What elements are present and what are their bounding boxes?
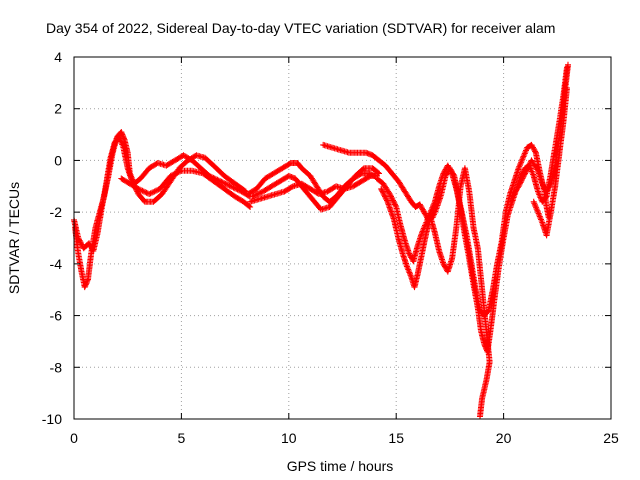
point-markers	[530, 85, 570, 239]
point-markers	[378, 165, 493, 420]
series-track-1	[71, 134, 249, 254]
y-tick-label: -10	[42, 411, 62, 427]
plot-frame	[73, 56, 612, 420]
y-tick-label: -6	[50, 308, 63, 324]
series-track-2	[72, 129, 254, 291]
y-tick-label: -4	[50, 256, 63, 272]
data-points	[71, 61, 571, 420]
x-tick-label: 10	[281, 430, 297, 446]
gridlines	[74, 57, 611, 419]
point-markers	[118, 167, 254, 210]
x-tick-label: 5	[178, 430, 186, 446]
series-track-9	[378, 165, 493, 420]
x-axis-label: GPS time / hours	[287, 458, 394, 474]
tick-labels: 0 5 10 15 20 25 -10 -8 -6 -4 -2 0 2 4	[42, 49, 619, 446]
chart-title: Day 354 of 2022, Sidereal Day-to-day VTE…	[46, 20, 555, 36]
y-tick-label: -8	[50, 359, 63, 375]
series-track-11	[530, 85, 570, 239]
y-tick-label: -2	[50, 204, 63, 220]
y-tick-label: 0	[54, 152, 62, 168]
y-tick-label: 2	[54, 101, 62, 117]
series-track-8	[373, 64, 570, 355]
point-markers	[373, 64, 570, 355]
axis-ticks	[73, 56, 612, 420]
point-markers	[72, 129, 254, 291]
x-tick-label: 0	[70, 430, 78, 446]
y-axis-label: SDTVAR / TECUs	[6, 182, 22, 294]
y-tick-label: 4	[54, 49, 62, 65]
series-track-3	[118, 167, 254, 210]
point-markers	[247, 172, 380, 205]
point-markers	[249, 165, 382, 213]
series-track-6	[249, 165, 382, 213]
x-tick-label: 15	[388, 430, 404, 446]
series-track-5	[247, 172, 380, 205]
x-tick-label: 20	[496, 430, 512, 446]
x-tick-label: 25	[603, 430, 619, 446]
point-markers	[71, 134, 249, 254]
